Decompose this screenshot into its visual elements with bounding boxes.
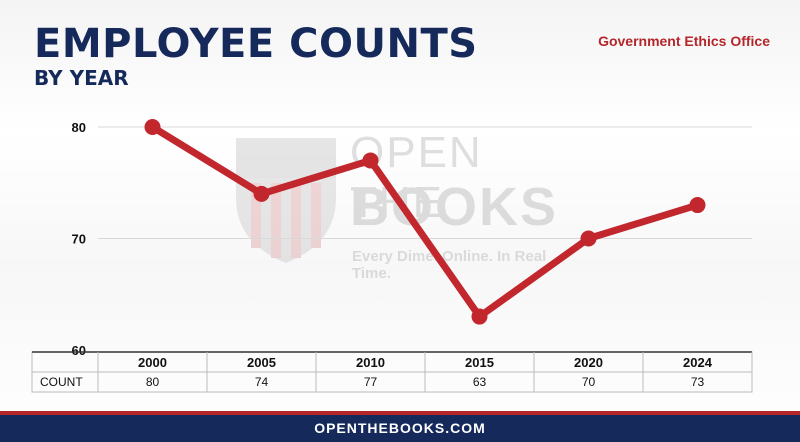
data-table-value: 74 [255, 375, 269, 389]
page-subtitle: BY YEAR [34, 66, 129, 90]
x-tick-label: 2020 [574, 355, 603, 370]
agency-name: Government Ethics Office [598, 33, 770, 49]
x-tick-label: 2024 [683, 355, 713, 370]
data-point [689, 197, 706, 214]
data-point [580, 230, 597, 247]
series-line [149, 123, 701, 321]
x-tick-label: 2005 [247, 355, 276, 370]
data-point [253, 185, 270, 202]
x-tick-label: 2000 [138, 355, 167, 370]
line-chart: 60 70 80 COUNT 2000 80 2005 74 2010 77 2015 63 2020 7… [31, 119, 753, 393]
y-tick-label: 60 [72, 343, 86, 358]
footer-site[interactable]: OPENTHEBOOKS.COM [0, 415, 800, 442]
x-tick-label: 2015 [465, 355, 494, 370]
data-table-row-label: COUNT [40, 375, 83, 389]
y-tick-label: 80 [72, 120, 86, 135]
y-tick-label: 70 [72, 232, 86, 247]
x-tick-label: 2010 [356, 355, 385, 370]
data-point [362, 152, 379, 169]
page-title: EMPLOYEE COUNTS [34, 21, 478, 67]
footer-stripe [0, 411, 800, 415]
data-table-value: 80 [146, 375, 160, 389]
data-table-value: 73 [691, 375, 705, 389]
data-point [471, 308, 488, 325]
data-table-value: 63 [473, 375, 487, 389]
data-table-value: 77 [364, 375, 378, 389]
data-point [144, 119, 161, 135]
data-table-value: 70 [582, 375, 596, 389]
